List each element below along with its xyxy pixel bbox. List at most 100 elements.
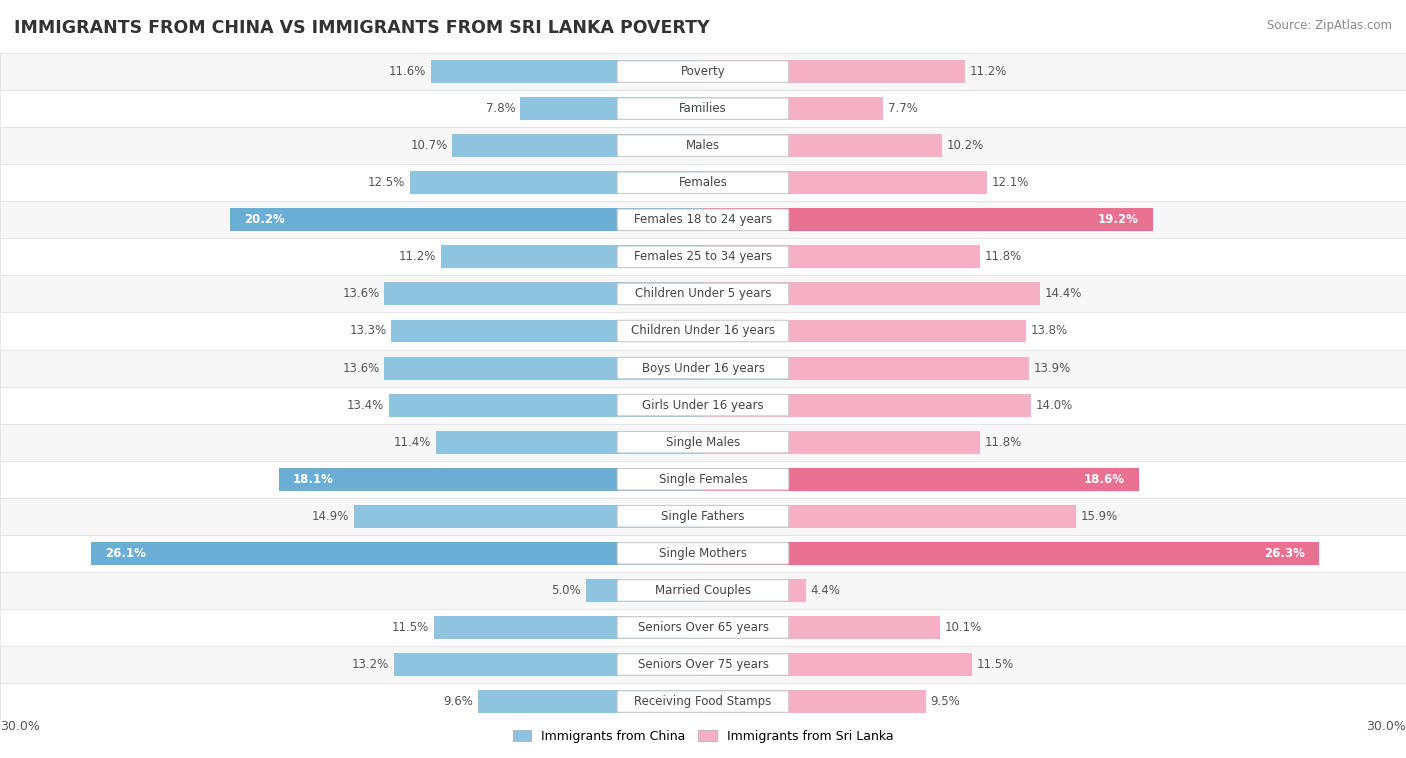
- Bar: [384, 356, 703, 380]
- Bar: [0, 127, 1406, 164]
- Bar: [0, 498, 1406, 535]
- Text: 11.6%: 11.6%: [389, 65, 426, 78]
- Text: 20.2%: 20.2%: [243, 213, 284, 227]
- FancyBboxPatch shape: [617, 653, 789, 675]
- Text: 9.5%: 9.5%: [931, 695, 960, 708]
- Bar: [703, 505, 1076, 528]
- Text: Seniors Over 65 years: Seniors Over 65 years: [637, 621, 769, 634]
- Bar: [703, 134, 942, 157]
- Bar: [703, 653, 973, 676]
- Text: Boys Under 16 years: Boys Under 16 years: [641, 362, 765, 374]
- Text: 18.6%: 18.6%: [1084, 473, 1125, 486]
- Text: 13.4%: 13.4%: [347, 399, 384, 412]
- Text: 11.2%: 11.2%: [970, 65, 1008, 78]
- Bar: [0, 461, 1406, 498]
- Bar: [0, 646, 1406, 683]
- Legend: Immigrants from China, Immigrants from Sri Lanka: Immigrants from China, Immigrants from S…: [508, 725, 898, 748]
- Text: Married Couples: Married Couples: [655, 584, 751, 597]
- Bar: [411, 171, 703, 194]
- Text: 11.5%: 11.5%: [977, 658, 1014, 671]
- Bar: [0, 349, 1406, 387]
- Text: 4.4%: 4.4%: [811, 584, 841, 597]
- Text: Families: Families: [679, 102, 727, 115]
- Text: Children Under 16 years: Children Under 16 years: [631, 324, 775, 337]
- FancyBboxPatch shape: [617, 61, 789, 83]
- FancyBboxPatch shape: [617, 98, 789, 120]
- FancyBboxPatch shape: [617, 283, 789, 305]
- Bar: [703, 171, 987, 194]
- Text: IMMIGRANTS FROM CHINA VS IMMIGRANTS FROM SRI LANKA POVERTY: IMMIGRANTS FROM CHINA VS IMMIGRANTS FROM…: [14, 19, 710, 37]
- FancyBboxPatch shape: [617, 691, 789, 713]
- Text: 13.3%: 13.3%: [350, 324, 387, 337]
- Bar: [703, 431, 980, 453]
- Bar: [703, 246, 980, 268]
- Bar: [440, 246, 703, 268]
- FancyBboxPatch shape: [617, 468, 789, 490]
- Bar: [0, 90, 1406, 127]
- Bar: [384, 283, 703, 305]
- Bar: [0, 387, 1406, 424]
- Text: 13.2%: 13.2%: [352, 658, 389, 671]
- Text: 13.6%: 13.6%: [343, 287, 380, 300]
- Bar: [703, 356, 1029, 380]
- Bar: [394, 653, 703, 676]
- Text: 26.1%: 26.1%: [105, 547, 146, 560]
- Bar: [229, 208, 703, 231]
- Text: 5.0%: 5.0%: [551, 584, 581, 597]
- Text: Children Under 5 years: Children Under 5 years: [634, 287, 772, 300]
- Text: 13.8%: 13.8%: [1031, 324, 1069, 337]
- Text: 15.9%: 15.9%: [1080, 510, 1118, 523]
- Bar: [453, 134, 703, 157]
- Text: 14.9%: 14.9%: [312, 510, 349, 523]
- Text: 18.1%: 18.1%: [292, 473, 333, 486]
- Text: Girls Under 16 years: Girls Under 16 years: [643, 399, 763, 412]
- FancyBboxPatch shape: [617, 506, 789, 527]
- FancyBboxPatch shape: [617, 617, 789, 638]
- Bar: [703, 690, 925, 713]
- Text: 30.0%: 30.0%: [1367, 720, 1406, 733]
- FancyBboxPatch shape: [617, 543, 789, 564]
- Text: Males: Males: [686, 139, 720, 152]
- Text: Females 25 to 34 years: Females 25 to 34 years: [634, 250, 772, 263]
- Text: 11.5%: 11.5%: [392, 621, 429, 634]
- Text: 14.0%: 14.0%: [1036, 399, 1073, 412]
- Bar: [0, 535, 1406, 572]
- Text: Source: ZipAtlas.com: Source: ZipAtlas.com: [1267, 19, 1392, 32]
- Text: Single Males: Single Males: [666, 436, 740, 449]
- FancyBboxPatch shape: [617, 580, 789, 601]
- Text: 26.3%: 26.3%: [1264, 547, 1305, 560]
- Text: 7.7%: 7.7%: [889, 102, 918, 115]
- Text: Poverty: Poverty: [681, 65, 725, 78]
- Bar: [0, 202, 1406, 238]
- FancyBboxPatch shape: [617, 320, 789, 342]
- Bar: [354, 505, 703, 528]
- Bar: [433, 616, 703, 639]
- Text: 10.2%: 10.2%: [946, 139, 984, 152]
- FancyBboxPatch shape: [617, 246, 789, 268]
- FancyBboxPatch shape: [617, 357, 789, 379]
- FancyBboxPatch shape: [617, 135, 789, 156]
- Bar: [0, 164, 1406, 202]
- Bar: [703, 579, 806, 602]
- Bar: [703, 208, 1153, 231]
- Bar: [0, 683, 1406, 720]
- Bar: [703, 468, 1139, 490]
- Bar: [703, 320, 1026, 343]
- Bar: [0, 312, 1406, 349]
- Text: 30.0%: 30.0%: [0, 720, 39, 733]
- Text: 14.4%: 14.4%: [1045, 287, 1083, 300]
- Bar: [436, 431, 703, 453]
- Text: 12.5%: 12.5%: [368, 177, 405, 190]
- Bar: [586, 579, 703, 602]
- Bar: [0, 275, 1406, 312]
- Bar: [91, 542, 703, 565]
- Text: 10.1%: 10.1%: [945, 621, 981, 634]
- Text: Females: Females: [679, 177, 727, 190]
- Text: 11.8%: 11.8%: [984, 436, 1021, 449]
- Bar: [389, 393, 703, 417]
- FancyBboxPatch shape: [617, 209, 789, 230]
- Text: 11.4%: 11.4%: [394, 436, 432, 449]
- Bar: [703, 60, 966, 83]
- Text: 13.6%: 13.6%: [343, 362, 380, 374]
- Text: 9.6%: 9.6%: [443, 695, 474, 708]
